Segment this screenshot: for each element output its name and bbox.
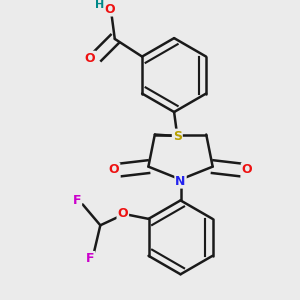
- Text: O: O: [109, 164, 119, 176]
- Text: F: F: [73, 194, 81, 207]
- Text: O: O: [242, 164, 252, 176]
- Text: O: O: [85, 52, 95, 65]
- Text: F: F: [86, 252, 94, 265]
- Text: H: H: [95, 0, 104, 10]
- Text: S: S: [173, 130, 182, 142]
- Text: O: O: [105, 2, 115, 16]
- Text: O: O: [118, 207, 128, 220]
- Text: N: N: [175, 175, 186, 188]
